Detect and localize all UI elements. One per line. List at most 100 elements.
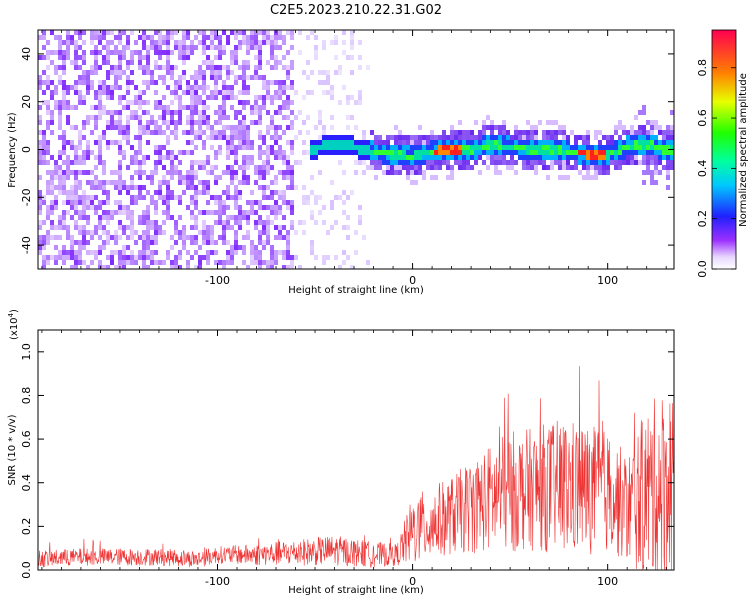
spectrogram-cell — [366, 150, 370, 155]
spectrogram-cell — [350, 140, 354, 145]
spectrogram-cell — [98, 235, 102, 240]
spectrogram-cell — [202, 235, 206, 240]
spectrogram-cell — [250, 160, 254, 165]
spectrogram-cell — [590, 145, 594, 150]
spectrogram-cell — [174, 225, 178, 230]
spectrogram-cell — [86, 265, 90, 269]
spectrogram-cell — [190, 40, 194, 45]
spectrogram-cell — [386, 160, 390, 165]
spectrogram-cell — [94, 45, 98, 50]
spectrogram-cell — [238, 195, 242, 200]
spectrogram-cell — [642, 105, 646, 110]
spectrogram-cell — [182, 175, 186, 180]
spectrogram-cell — [482, 130, 486, 135]
spectrogram-cell — [558, 155, 562, 160]
spectrogram-cell — [246, 60, 250, 65]
spectrogram-cell — [146, 155, 150, 160]
spectrogram-cell — [278, 210, 282, 215]
spectrogram-cell — [58, 170, 62, 175]
spectrogram-cell — [146, 235, 150, 240]
spectrogram-cell — [586, 175, 590, 180]
spectrogram-cell — [58, 225, 62, 230]
spectrogram-cell — [346, 255, 350, 260]
spectrogram-cell — [426, 135, 430, 140]
spectrogram-cell — [390, 155, 394, 160]
spectrogram-cell — [206, 115, 210, 120]
spectrogram-cell — [658, 150, 662, 155]
spectrogram-cell — [166, 70, 170, 75]
spectrogram-cell — [218, 135, 222, 140]
spectrogram-cell — [342, 210, 346, 215]
spectrogram-cell — [262, 170, 266, 175]
spectrogram-cell — [186, 130, 190, 135]
spectrogram-cell — [242, 30, 246, 35]
spectrogram-cell — [234, 35, 238, 40]
spectrogram-cell — [178, 100, 182, 105]
spectrogram-cell — [122, 205, 126, 210]
spectrogram-cell — [498, 140, 502, 145]
spectrogram-cell — [74, 170, 78, 175]
spectrogram-cell — [118, 95, 122, 100]
spectrogram-cell — [150, 175, 154, 180]
spectrogram-cell — [226, 85, 230, 90]
spectrogram-cell — [118, 250, 122, 255]
spectrogram-cell — [274, 90, 278, 95]
spectrogram-cell — [646, 140, 650, 145]
spectrogram-cell — [462, 140, 466, 145]
spectrogram-cell — [614, 125, 618, 130]
spectrogram-cell — [506, 145, 510, 150]
spectrogram-cell — [258, 200, 262, 205]
spectrogram-cell — [322, 140, 326, 145]
spectrogram-cell — [146, 55, 150, 60]
spectrogram-cell — [658, 160, 662, 165]
spectrogram-cell — [50, 110, 54, 115]
spectrogram-cell — [54, 170, 58, 175]
spectrogram-cell — [546, 145, 550, 150]
spectrogram-cell — [386, 140, 390, 145]
spectrogram-cell — [206, 210, 210, 215]
spectrogram-cell — [286, 255, 290, 260]
spectrogram-cell — [222, 30, 226, 35]
spectrogram-cell — [214, 70, 218, 75]
spectrogram-cell — [294, 230, 298, 235]
spectrogram-cell — [534, 155, 538, 160]
spectrogram-cell — [62, 255, 66, 260]
spectrogram-cell — [198, 85, 202, 90]
spectrogram-cell — [46, 120, 50, 125]
spectrogram-cell — [178, 55, 182, 60]
spectrogram-cell — [266, 160, 270, 165]
spectrogram-cell — [458, 160, 462, 165]
spectrogram-cell — [170, 30, 174, 35]
spectrogram-cell — [82, 230, 86, 235]
spectrogram-cell — [162, 130, 166, 135]
spectrogram-cell — [122, 245, 126, 250]
spectrogram-cell — [346, 115, 350, 120]
spectrogram-cell — [38, 35, 42, 40]
spectrogram-cell — [110, 115, 114, 120]
spectrogram-cell — [202, 180, 206, 185]
spectrogram-cell — [346, 55, 350, 60]
spectrogram-cell — [650, 135, 654, 140]
spectrogram-cell — [282, 155, 286, 160]
spectrogram-cell — [246, 135, 250, 140]
spectrogram-cell — [278, 85, 282, 90]
spectrogram-cell — [50, 180, 54, 185]
spectrogram-cell — [162, 80, 166, 85]
spectrogram-cell — [410, 150, 414, 155]
spectrogram-cell — [134, 110, 138, 115]
spectrogram-cell — [286, 85, 290, 90]
spectrogram-cell — [214, 220, 218, 225]
spectrogram-cell — [230, 250, 234, 255]
spectrogram-cell — [38, 250, 42, 255]
spectrogram-cell — [638, 130, 642, 135]
spectrogram-cell — [226, 170, 230, 175]
spectrogram-cell — [582, 135, 586, 140]
spectrogram-cell — [494, 160, 498, 165]
spectrogram-cell — [206, 120, 210, 125]
spectrogram-cell — [234, 195, 238, 200]
spectrogram-cell — [218, 90, 222, 95]
spectrogram-cell — [614, 160, 618, 165]
spectrogram-cell — [298, 50, 302, 55]
spectrogram-cell — [250, 40, 254, 45]
